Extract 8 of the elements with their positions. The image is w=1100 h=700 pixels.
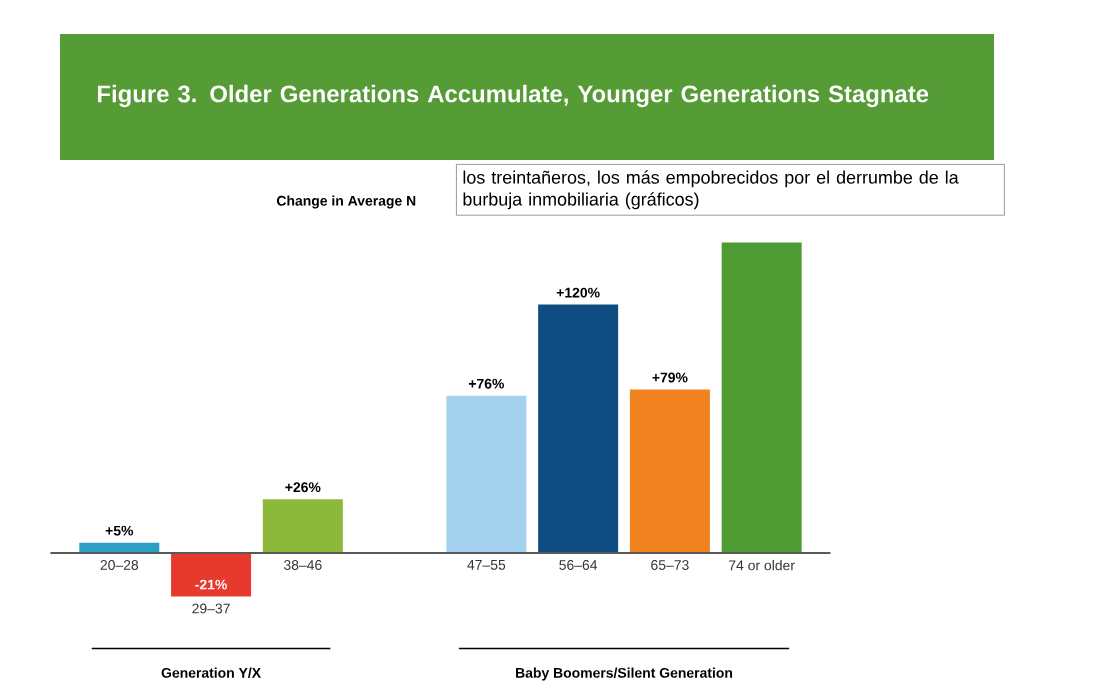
chart-title: Figure 3. Older Generations Accumulate, Younger Generations Stagnate: [98, 84, 929, 108]
bar: [171, 553, 252, 597]
text: los treintañeros, los más empobrecidos por el derrumbe de la burbuja inmobiliaria (gráficos): [463, 170, 959, 210]
bar: [262, 499, 343, 554]
bar: [721, 242, 802, 554]
bar: [629, 389, 710, 554]
bar: [538, 304, 619, 554]
bar: [446, 395, 527, 554]
